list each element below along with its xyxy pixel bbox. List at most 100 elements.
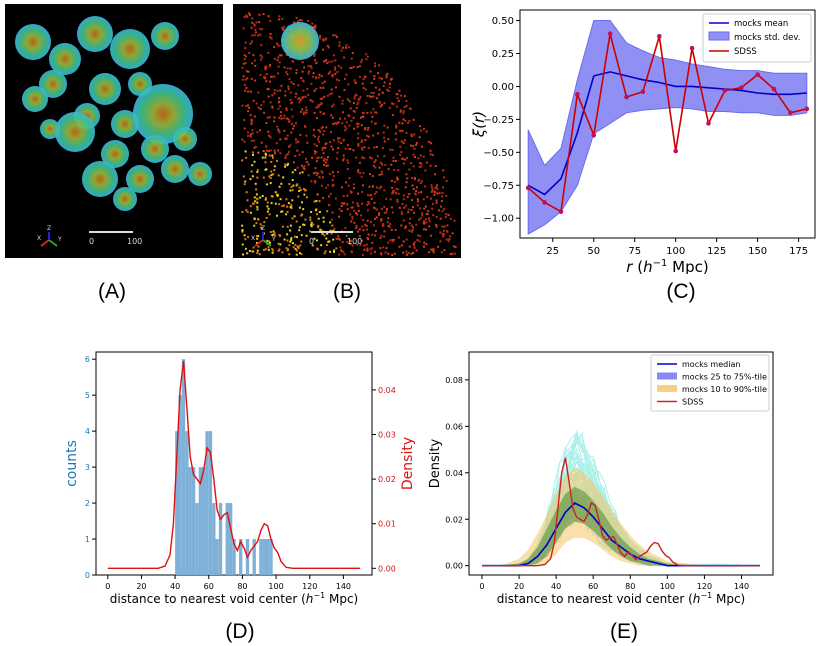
galaxy-point (308, 70, 311, 73)
galaxy-point (249, 134, 252, 137)
galaxy-point (254, 79, 257, 82)
galaxy-point (276, 193, 279, 196)
galaxy-point (332, 103, 335, 106)
galaxy-point (367, 201, 370, 204)
galaxy-point (445, 213, 448, 216)
galaxy-point (389, 198, 392, 201)
galaxy-point (256, 205, 259, 208)
galaxy-point (327, 240, 330, 243)
galaxy-point (324, 60, 327, 63)
galaxy-point (370, 111, 373, 114)
svg-text:Z: Z (47, 225, 51, 232)
galaxy-point (247, 70, 250, 73)
galaxy-point (310, 223, 313, 226)
legend-label: SDSS (734, 47, 757, 57)
galaxy-point (440, 200, 443, 202)
galaxy-point (259, 73, 262, 76)
galaxy-point (247, 90, 250, 93)
galaxy-point (396, 176, 398, 179)
svg-text:Y: Y (57, 236, 62, 243)
galaxy-point (356, 122, 359, 125)
galaxy-point (366, 203, 369, 206)
galaxy-point (247, 131, 249, 134)
galaxy-point (338, 208, 341, 211)
galaxy-point (332, 175, 335, 178)
galaxy-point (297, 140, 300, 143)
galaxy-point (392, 238, 395, 241)
galaxy-point (435, 224, 438, 226)
galaxy-point (292, 184, 295, 187)
galaxy-point (294, 247, 297, 250)
galaxy-point (373, 201, 376, 204)
galaxy-point (383, 235, 386, 238)
galaxy-point (378, 64, 380, 67)
galaxy-point (318, 200, 321, 203)
galaxy-point (357, 230, 360, 233)
galaxy-point (262, 13, 265, 15)
galaxy-point (426, 212, 429, 215)
galaxy-point (338, 79, 341, 82)
galaxy-point (266, 210, 269, 213)
galaxy-point (339, 117, 342, 120)
x-tick-label: 0 (105, 582, 110, 591)
galaxy-point (348, 100, 351, 103)
x-tick-label: 80 (237, 582, 247, 591)
galaxy-point (336, 70, 339, 73)
galaxy-point (370, 91, 373, 94)
galaxy-point (429, 142, 432, 145)
galaxy-point (406, 195, 409, 198)
galaxy-point (305, 134, 308, 137)
galaxy-point (412, 144, 415, 147)
galaxy-point (360, 124, 363, 127)
galaxy-point (361, 202, 363, 205)
galaxy-point (278, 248, 281, 251)
galaxy-point (325, 237, 328, 240)
sdss-point (722, 88, 728, 93)
galaxy-point (338, 238, 341, 241)
galaxy-point (415, 142, 418, 144)
galaxy-point (312, 134, 315, 137)
galaxy-point (388, 225, 391, 228)
galaxy-point (270, 170, 273, 173)
galaxy-point (286, 134, 289, 137)
galaxy-point (321, 126, 324, 128)
galaxy-point (364, 75, 367, 78)
galaxy-point (256, 208, 259, 211)
galaxy-point (380, 234, 383, 237)
galaxy-point (358, 235, 361, 238)
galaxy-point (360, 116, 362, 119)
galaxy-point (310, 211, 313, 213)
galaxy-point (315, 160, 318, 163)
galaxy-point (248, 52, 251, 54)
galaxy-point (427, 210, 430, 213)
galaxy-point (279, 243, 282, 246)
galaxy-point (355, 81, 357, 84)
void-sphere (39, 70, 67, 98)
galaxy-point (370, 197, 373, 200)
x-tick-label: 50 (587, 246, 600, 257)
galaxy-point (439, 217, 442, 220)
galaxy-point (443, 176, 446, 179)
galaxy-point (362, 87, 365, 90)
galaxy-point (257, 218, 260, 221)
galaxy-point (412, 188, 415, 191)
galaxy-point (435, 216, 438, 218)
galaxy-point (255, 222, 258, 225)
chart-e: 0 20 40 60 80 100 120 140 0.00 0.02 0.04 0.06 0.08 di… (428, 351, 774, 606)
galaxy-point (412, 251, 415, 254)
galaxy-point (318, 211, 321, 213)
galaxy-point (253, 217, 256, 220)
galaxy-point (320, 184, 323, 187)
galaxy-point (317, 129, 320, 132)
galaxy-point (340, 142, 343, 144)
galaxy-point (249, 133, 252, 136)
galaxy-point (361, 148, 364, 151)
galaxy-point (393, 180, 396, 183)
galaxy-point (271, 234, 274, 236)
galaxy-point (326, 94, 329, 97)
galaxy-point (299, 110, 302, 113)
galaxy-point (263, 75, 266, 78)
galaxy-point (431, 207, 434, 210)
sdss-point (558, 209, 564, 214)
galaxy-point (420, 165, 423, 168)
